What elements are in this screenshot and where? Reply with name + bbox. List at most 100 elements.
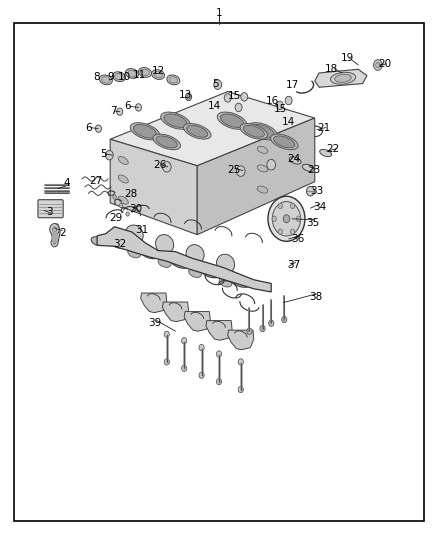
Ellipse shape xyxy=(204,268,217,276)
Ellipse shape xyxy=(138,68,152,77)
Circle shape xyxy=(119,204,123,208)
Text: 33: 33 xyxy=(310,186,323,196)
Ellipse shape xyxy=(164,114,187,127)
Ellipse shape xyxy=(216,254,235,273)
Circle shape xyxy=(164,331,170,337)
Circle shape xyxy=(241,93,248,101)
Circle shape xyxy=(276,101,283,110)
Text: 24: 24 xyxy=(287,155,300,164)
Polygon shape xyxy=(184,312,210,331)
Ellipse shape xyxy=(243,125,265,137)
Text: 38: 38 xyxy=(309,292,322,302)
Text: 11: 11 xyxy=(133,70,146,79)
Ellipse shape xyxy=(240,124,268,139)
Text: 5: 5 xyxy=(212,78,219,88)
Polygon shape xyxy=(162,302,188,321)
Ellipse shape xyxy=(155,235,173,254)
Polygon shape xyxy=(110,92,315,166)
Ellipse shape xyxy=(127,70,136,77)
Ellipse shape xyxy=(283,215,290,223)
Circle shape xyxy=(216,351,222,357)
Ellipse shape xyxy=(118,175,128,183)
Ellipse shape xyxy=(118,157,128,165)
Ellipse shape xyxy=(189,268,201,278)
Text: 34: 34 xyxy=(313,202,327,212)
Text: 19: 19 xyxy=(341,53,354,63)
Text: 30: 30 xyxy=(129,204,142,214)
Text: 7: 7 xyxy=(110,106,117,116)
Ellipse shape xyxy=(219,278,232,287)
Ellipse shape xyxy=(154,71,162,78)
Ellipse shape xyxy=(158,258,171,268)
Ellipse shape xyxy=(272,201,300,236)
Circle shape xyxy=(278,229,283,235)
Text: 12: 12 xyxy=(152,67,165,76)
Text: 4: 4 xyxy=(64,178,70,188)
Polygon shape xyxy=(97,227,271,292)
Circle shape xyxy=(164,359,170,365)
FancyBboxPatch shape xyxy=(38,200,63,217)
Text: 29: 29 xyxy=(109,213,122,223)
Ellipse shape xyxy=(234,278,247,285)
Circle shape xyxy=(290,203,295,208)
Ellipse shape xyxy=(113,72,125,82)
Ellipse shape xyxy=(274,136,295,148)
Ellipse shape xyxy=(52,227,57,232)
Polygon shape xyxy=(206,320,232,340)
Circle shape xyxy=(106,150,113,160)
Ellipse shape xyxy=(49,223,59,235)
Ellipse shape xyxy=(115,74,123,80)
Ellipse shape xyxy=(257,165,268,172)
Ellipse shape xyxy=(307,187,314,196)
Circle shape xyxy=(285,96,292,105)
Ellipse shape xyxy=(271,134,298,150)
Text: 10: 10 xyxy=(117,71,131,82)
Ellipse shape xyxy=(184,124,211,139)
Text: 16: 16 xyxy=(266,96,279,106)
Ellipse shape xyxy=(330,72,356,84)
Circle shape xyxy=(238,359,244,365)
Ellipse shape xyxy=(231,276,250,287)
Ellipse shape xyxy=(51,238,58,247)
Text: 14: 14 xyxy=(208,101,221,111)
Text: 31: 31 xyxy=(135,225,148,236)
Text: 15: 15 xyxy=(274,104,287,114)
Ellipse shape xyxy=(125,225,143,244)
Circle shape xyxy=(224,94,231,102)
Ellipse shape xyxy=(248,123,277,140)
Ellipse shape xyxy=(302,164,314,172)
Ellipse shape xyxy=(91,237,103,245)
Ellipse shape xyxy=(268,196,305,241)
Text: 17: 17 xyxy=(286,80,299,90)
Ellipse shape xyxy=(156,136,177,148)
Text: 18: 18 xyxy=(325,64,338,74)
Ellipse shape xyxy=(143,249,156,256)
Ellipse shape xyxy=(99,75,112,85)
Text: 39: 39 xyxy=(148,318,161,328)
Text: 8: 8 xyxy=(93,71,99,82)
Polygon shape xyxy=(228,330,254,350)
Ellipse shape xyxy=(217,112,247,130)
Text: 26: 26 xyxy=(154,160,167,169)
Text: 32: 32 xyxy=(113,239,127,249)
Ellipse shape xyxy=(53,241,56,244)
Circle shape xyxy=(113,195,116,199)
Circle shape xyxy=(199,344,204,351)
Ellipse shape xyxy=(187,95,190,99)
Ellipse shape xyxy=(134,125,157,138)
Circle shape xyxy=(199,372,204,378)
Ellipse shape xyxy=(173,259,186,266)
Text: 20: 20 xyxy=(378,59,391,69)
Ellipse shape xyxy=(186,245,204,264)
Ellipse shape xyxy=(161,112,190,130)
Text: 22: 22 xyxy=(326,144,339,154)
Polygon shape xyxy=(51,224,60,245)
Polygon shape xyxy=(141,293,167,313)
Circle shape xyxy=(182,337,187,344)
Text: 25: 25 xyxy=(228,165,241,175)
Circle shape xyxy=(247,328,252,334)
Text: 14: 14 xyxy=(282,117,295,127)
Circle shape xyxy=(376,62,380,68)
Text: 35: 35 xyxy=(306,218,319,228)
Text: 13: 13 xyxy=(178,90,192,100)
